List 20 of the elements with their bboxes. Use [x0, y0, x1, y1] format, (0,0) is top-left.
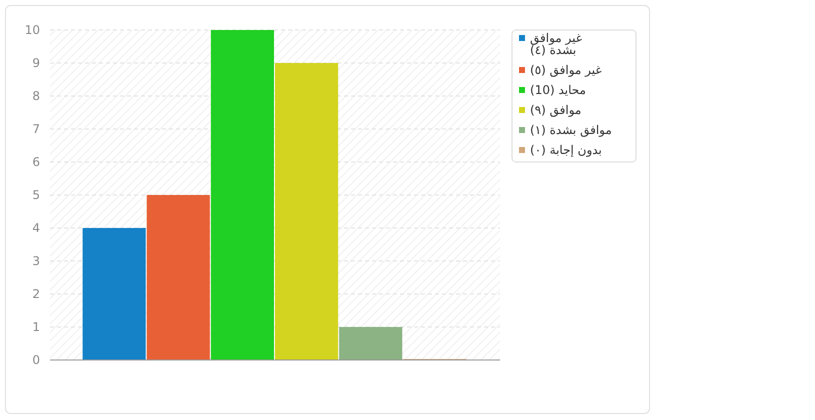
legend-item: غير موافق بشدة (٤): [519, 31, 582, 57]
legend-item: موافق (٩): [519, 103, 582, 117]
legend-item: محايد (10): [519, 83, 586, 97]
y-tick-label: 4: [32, 221, 40, 235]
legend-item: غير موافق (٥): [519, 63, 602, 77]
legend-item: بدون إجابة (٠): [519, 143, 602, 157]
y-tick-label: 2: [32, 287, 40, 301]
y-tick-label: 5: [32, 188, 40, 202]
legend-label: موافق (٩): [530, 103, 582, 117]
y-tick-label: 3: [32, 254, 40, 268]
y-tick-label: 10: [24, 23, 40, 37]
legend-item: موافق بشدة (١): [519, 123, 612, 137]
y-tick-label: 7: [32, 122, 40, 136]
y-tick-label: 9: [32, 56, 40, 70]
y-tick-label: 0: [32, 353, 40, 367]
y-tick-label: 6: [32, 155, 40, 169]
y-tick-label: 1: [32, 320, 40, 334]
legend-label: محايد (10): [530, 83, 586, 97]
y-tick-label: 8: [32, 89, 40, 103]
legend-label: غير موافق بشدة (٤): [530, 31, 582, 57]
